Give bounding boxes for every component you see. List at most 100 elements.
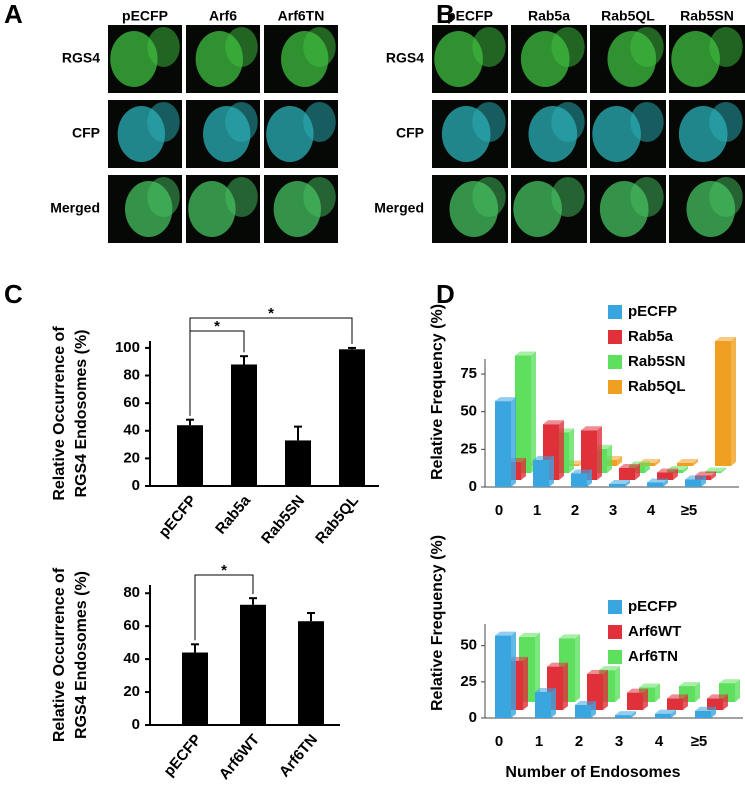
cell: [147, 27, 180, 67]
bar-top: [627, 688, 648, 693]
bar: [655, 713, 671, 718]
bar-top: [535, 687, 556, 692]
bar: [657, 472, 673, 480]
cell: [709, 102, 743, 142]
cell: [551, 27, 585, 67]
x-tick-label: Rab5QL: [312, 492, 362, 547]
x-tick-label: 2: [575, 733, 583, 750]
bar: [515, 355, 531, 473]
bar-top: [519, 632, 540, 637]
cell: [551, 177, 585, 217]
bar-top: [587, 669, 608, 674]
bar: [609, 483, 625, 487]
bar-top: [715, 337, 736, 342]
bar: [581, 430, 597, 480]
bar-side: [683, 694, 688, 710]
y-tick-label: 25: [460, 673, 477, 690]
bar-side: [731, 337, 736, 466]
panel-label: A: [4, 0, 23, 29]
y-axis-label: Relative Frequency (%): [429, 304, 446, 480]
y-tick-label: 60: [123, 617, 140, 634]
x-tick-label: pECFP: [160, 731, 205, 780]
significance-label: *: [214, 318, 220, 335]
y-tick-label: 0: [132, 477, 140, 494]
x-tick-label: 1: [533, 502, 541, 519]
row-label: CFP: [72, 125, 100, 141]
bar-side: [569, 428, 574, 473]
cell: [671, 31, 720, 87]
bar-side: [511, 397, 516, 487]
bar-top: [533, 455, 554, 460]
x-tick-label: Arf6TN: [276, 731, 321, 780]
bar-side: [549, 455, 554, 487]
bar-side: [643, 688, 648, 710]
cell: [147, 102, 180, 142]
x-tick-label: 4: [655, 733, 664, 750]
bar: [298, 621, 324, 725]
y-axis-label: RGS4 Endosomes (%): [73, 329, 90, 497]
bar-side: [559, 420, 564, 480]
cell: [188, 181, 236, 237]
bar-top: [685, 475, 706, 480]
bar-side: [683, 465, 688, 473]
bar-top: [495, 397, 516, 402]
bar-top: [495, 631, 516, 636]
bar-top: [705, 467, 726, 472]
cell: [303, 27, 336, 67]
x-tick-label: Arf6WT: [216, 731, 263, 783]
y-axis-label: RGS4 Endosomes (%): [73, 571, 90, 739]
y-tick-label: 40: [123, 650, 140, 667]
cell: [472, 177, 506, 217]
bar: [619, 467, 635, 480]
bar-side: [615, 666, 620, 702]
panel-label: B: [436, 0, 455, 29]
bar: [677, 462, 693, 466]
x-tick-label: 1: [535, 733, 543, 750]
bar-side: [723, 694, 728, 710]
bar: [615, 715, 631, 718]
bar-side: [711, 706, 716, 718]
bar: [571, 473, 587, 487]
x-tick-label: ≥5: [691, 733, 708, 750]
bar-top: [543, 420, 564, 425]
bar-top: [655, 709, 676, 714]
bar-side: [655, 683, 660, 702]
x-tick-label: 3: [615, 733, 623, 750]
legend-swatch: [608, 600, 622, 614]
y-tick-label: 0: [469, 709, 477, 726]
bar: [533, 459, 549, 487]
legend-swatch: [608, 380, 622, 394]
bar-side: [635, 463, 640, 480]
bar-side: [693, 458, 698, 466]
bar: [647, 482, 663, 487]
bar: [715, 341, 731, 466]
y-tick-label: 50: [460, 637, 477, 654]
row-label: RGS4: [62, 50, 100, 66]
legend-label: Rab5QL: [628, 378, 686, 395]
x-tick-label: pECFP: [155, 492, 200, 541]
bar-top: [581, 426, 602, 431]
bar-side: [563, 662, 568, 710]
bar-side: [603, 669, 608, 710]
x-tick-label: 4: [647, 502, 656, 519]
row-label: Merged: [374, 200, 424, 216]
x-tick-label: Rab5a: [212, 492, 254, 538]
bar-side: [655, 458, 660, 466]
cell: [551, 102, 585, 142]
panel-label: D: [436, 279, 455, 309]
bar: [339, 349, 365, 486]
column-label: Arf6: [209, 8, 237, 24]
bar-top: [599, 666, 620, 671]
bar: [685, 479, 701, 487]
bar: [182, 652, 208, 725]
bar-top: [657, 468, 678, 473]
y-tick-label: 100: [115, 339, 140, 356]
bar-top: [547, 662, 568, 667]
significance-bracket: [194, 574, 254, 641]
legend-swatch: [608, 650, 622, 664]
legend-label: pECFP: [628, 303, 677, 320]
cell: [709, 177, 743, 217]
y-axis-label: Relative Occurrence of: [51, 567, 68, 742]
y-tick-label: 20: [123, 683, 140, 700]
bar-top: [695, 471, 716, 476]
